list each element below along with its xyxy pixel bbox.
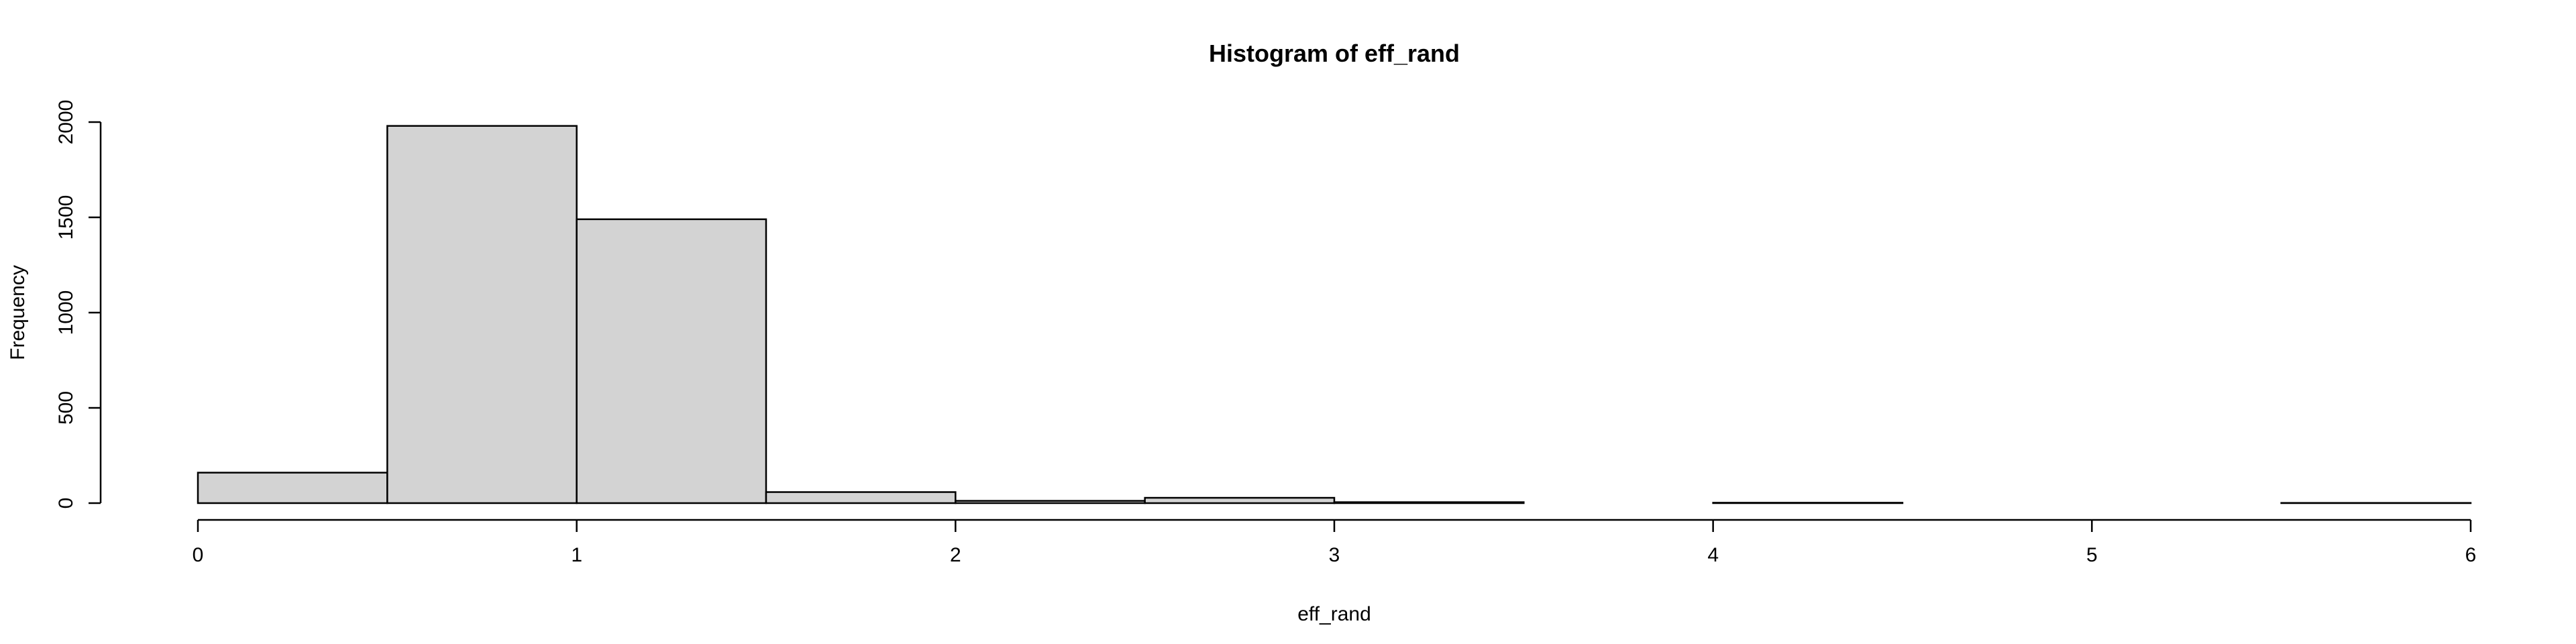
x-tick-label: 2 (950, 544, 961, 566)
y-axis-label: Frequency (7, 265, 29, 360)
x-tick-label: 5 (2086, 544, 2098, 566)
y-tick-label: 1000 (55, 290, 77, 335)
x-tick-label: 3 (1329, 544, 1340, 566)
histogram-bar (386, 125, 578, 504)
y-tick-label: 2000 (55, 100, 77, 145)
y-tick-label: 500 (55, 391, 77, 425)
histogram-bar (1333, 501, 1525, 504)
histogram-bar (765, 491, 957, 504)
x-axis-label: eff_rand (1297, 603, 1371, 625)
x-tick-label: 0 (193, 544, 204, 566)
y-axis: 0 500 1000 1500 2000 (55, 100, 102, 509)
histogram-bar (576, 218, 767, 504)
chart-title: Histogram of eff_rand (1209, 40, 1460, 67)
x-tick-label: 4 (1707, 544, 1719, 566)
histogram-bar (1712, 502, 1904, 504)
x-tick-label: 6 (2465, 544, 2477, 566)
y-tick-label: 0 (55, 498, 77, 509)
x-tick-label: 1 (571, 544, 582, 566)
y-tick-label: 1500 (55, 195, 77, 240)
histogram-bars (197, 125, 2472, 504)
x-axis: 0 1 2 3 4 5 6 (193, 519, 2477, 566)
histogram-bar (197, 472, 388, 504)
histogram-bar (1144, 496, 1336, 504)
histogram-bar (955, 500, 1146, 504)
